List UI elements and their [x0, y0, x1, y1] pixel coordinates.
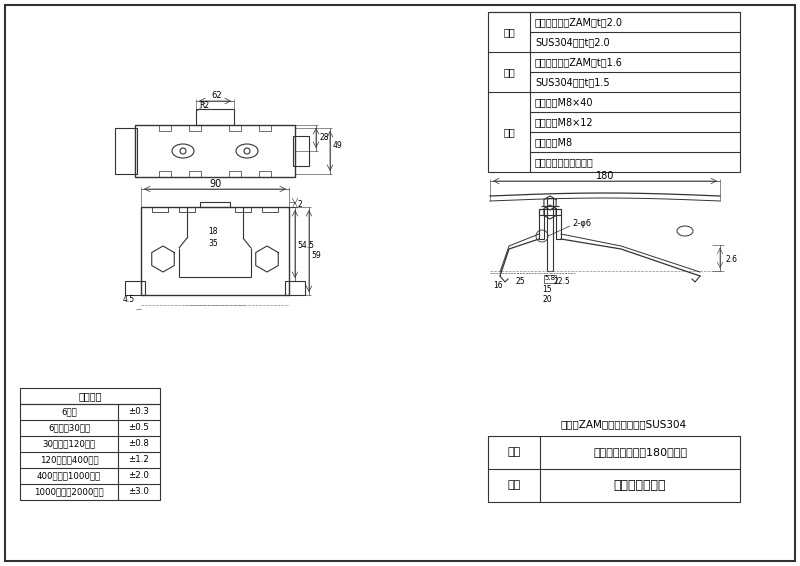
Text: 寸法公差: 寸法公差 [78, 391, 102, 401]
Text: ±0.3: ±0.3 [129, 408, 150, 417]
Bar [259, 171, 271, 177]
Bar [488, 12, 740, 172]
Bar [159, 125, 171, 131]
Text: ドブメッキ、ZAM　t＝1.6: ドブメッキ、ZAM t＝1.6 [535, 57, 623, 67]
Bar [196, 109, 234, 125]
Text: 名称: 名称 [507, 448, 521, 457]
Text: ナット　M8: ナット M8 [535, 137, 573, 147]
Text: 16: 16 [493, 281, 503, 289]
Text: ±0.5: ±0.5 [129, 423, 150, 432]
Text: 部品: 部品 [503, 127, 515, 137]
Text: ±2.0: ±2.0 [129, 471, 150, 481]
Text: 20: 20 [542, 294, 552, 303]
Text: ±1.2: ±1.2 [129, 456, 150, 465]
Text: 2-φ6: 2-φ6 [572, 220, 591, 229]
Text: ボルト　M8×40: ボルト M8×40 [535, 97, 594, 107]
Text: 4.5: 4.5 [123, 295, 135, 305]
Bar [259, 125, 271, 131]
Text: スプリングワッシャー: スプリングワッシャー [535, 157, 594, 167]
Text: 嵌合ストッパー　180羽根付: 嵌合ストッパー 180羽根付 [593, 448, 687, 457]
Text: 6を超え30以下: 6を超え30以下 [48, 423, 90, 432]
Bar [544, 275, 556, 283]
Bar [229, 171, 241, 177]
Text: 本体: 本体 [503, 27, 515, 37]
Bar [152, 207, 168, 212]
Bar [285, 281, 305, 295]
Bar [115, 128, 137, 174]
Text: 90: 90 [209, 179, 221, 189]
Bar [235, 207, 251, 212]
Text: 59: 59 [311, 251, 321, 260]
Text: 62: 62 [212, 92, 222, 101]
Bar [539, 209, 544, 239]
Bar [125, 281, 145, 295]
Text: 2.6: 2.6 [725, 255, 737, 264]
Bar [135, 125, 295, 177]
Text: 18: 18 [208, 226, 218, 235]
Bar [293, 136, 309, 166]
Bar [547, 198, 553, 271]
Text: ±3.0: ±3.0 [129, 487, 150, 496]
Text: 社名: 社名 [507, 481, 521, 491]
Bar [179, 207, 195, 212]
Bar [141, 207, 289, 295]
Text: 180: 180 [596, 171, 614, 181]
Bar [159, 171, 171, 177]
Text: 30を超え120以下: 30を超え120以下 [42, 440, 95, 448]
Text: 2: 2 [297, 200, 302, 209]
Text: 49: 49 [333, 142, 342, 151]
Text: 120を超え400以下: 120を超え400以下 [40, 456, 98, 465]
Text: 株式会社アミリ: 株式会社アミリ [614, 479, 666, 492]
Text: 6以下: 6以下 [61, 408, 77, 417]
Text: 54.5: 54.5 [297, 242, 314, 251]
Bar [189, 171, 201, 177]
Text: 5.8: 5.8 [545, 275, 555, 281]
Text: R2: R2 [199, 101, 209, 109]
Text: 材質：ZAM、ドブメッキ、SUS304: 材質：ZAM、ドブメッキ、SUS304 [561, 419, 687, 429]
Text: 15: 15 [542, 285, 552, 294]
Bar [539, 209, 561, 215]
Text: 35: 35 [208, 238, 218, 247]
Bar [262, 207, 278, 212]
Bar [189, 125, 201, 131]
Text: 28: 28 [319, 134, 329, 143]
Text: ボルト　M8×12: ボルト M8×12 [535, 117, 594, 127]
Bar [229, 125, 241, 131]
Text: 400を超え1000以下: 400を超え1000以下 [37, 471, 101, 481]
Bar [488, 436, 740, 502]
Text: ドブメッキ、ZAM　t＝2.0: ドブメッキ、ZAM t＝2.0 [535, 17, 623, 27]
Text: ±0.8: ±0.8 [129, 440, 150, 448]
Bar [556, 209, 561, 239]
Text: 25: 25 [515, 277, 525, 285]
Text: 1000を超え2000以下: 1000を超え2000以下 [34, 487, 104, 496]
Text: SUS304　　t＝1.5: SUS304 t＝1.5 [535, 77, 610, 87]
Bar [20, 388, 160, 500]
Bar [200, 202, 230, 207]
Text: SUS304　　t＝2.0: SUS304 t＝2.0 [535, 37, 610, 47]
Text: 22.5: 22.5 [554, 277, 570, 285]
Text: 羽根: 羽根 [503, 67, 515, 77]
